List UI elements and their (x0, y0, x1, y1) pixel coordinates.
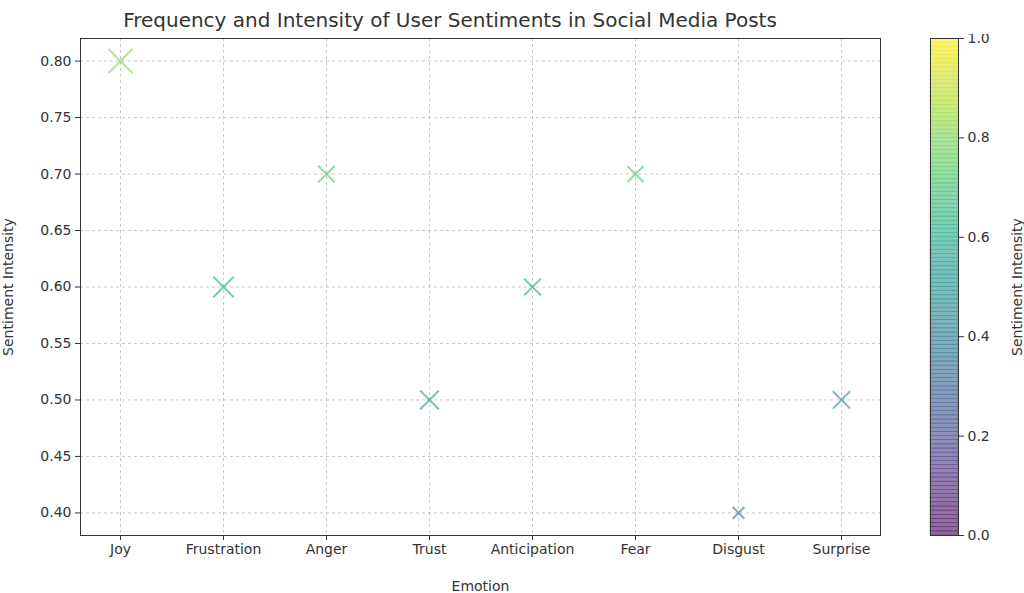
svg-text:0.80: 0.80 (40, 53, 71, 69)
svg-text:Frustration: Frustration (186, 541, 262, 557)
svg-text:0.8: 0.8 (968, 129, 990, 145)
svg-text:Emotion: Emotion (452, 578, 510, 593)
svg-text:0.40: 0.40 (40, 504, 71, 520)
svg-text:0.65: 0.65 (40, 222, 71, 238)
svg-text:Fear: Fear (620, 541, 650, 557)
svg-text:0.55: 0.55 (40, 335, 71, 351)
svg-text:Anger: Anger (306, 541, 348, 557)
svg-text:Joy: Joy (109, 541, 131, 557)
svg-text:0.0: 0.0 (968, 527, 990, 543)
svg-text:0.2: 0.2 (968, 428, 990, 444)
html-text:Frequency and Intensity of Use: Frequency and Intensity of User Sentimen… (123, 8, 777, 32)
svg-text:Anticipation: Anticipation (491, 541, 575, 557)
svg-text:1.0: 1.0 (968, 34, 990, 46)
svg-text:0.4: 0.4 (968, 328, 990, 344)
svg-text:0.6: 0.6 (968, 229, 990, 245)
svg-text:0.45: 0.45 (40, 448, 71, 464)
svg-text:Surprise: Surprise (813, 541, 871, 557)
svg-text:0.60: 0.60 (40, 278, 71, 294)
svg-text:Sentiment Intensity: Sentiment Intensity (1009, 218, 1024, 356)
svg-text:Disgust: Disgust (712, 541, 765, 557)
svg-text:0.70: 0.70 (40, 166, 71, 182)
svg-text:0.50: 0.50 (40, 391, 71, 407)
svg-text:0.75: 0.75 (40, 109, 71, 125)
svg-text:Trust: Trust (412, 541, 447, 557)
svg-text:Sentiment Intensity: Sentiment Intensity (0, 218, 16, 356)
